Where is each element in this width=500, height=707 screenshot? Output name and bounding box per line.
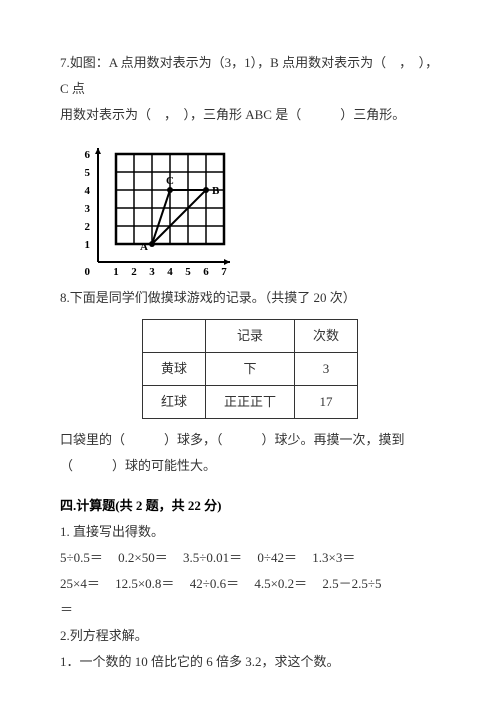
svg-text:4: 4: [167, 266, 173, 278]
q7-line1: 7.如图：A 点用数对表示为（3，1），B 点用数对表示为（ ， ），C 点: [60, 50, 440, 102]
calc-row-1: 5÷0.5＝ 0.2×50＝ 3.5÷0.01＝ 0÷42＝ 1.3×3＝: [60, 545, 440, 571]
svg-text:0: 0: [85, 266, 91, 278]
section-heading: 四.计算题(共 2 题，共 22 分): [60, 493, 440, 519]
section-4: 四.计算题(共 2 题，共 22 分) 1. 直接写出得数。 5÷0.5＝ 0.…: [60, 493, 440, 675]
calc-label: 1. 直接写出得数。: [60, 519, 440, 545]
th-record: 记录: [205, 320, 294, 353]
equation-label: 2.列方程求解。: [60, 623, 440, 649]
svg-text:4: 4: [85, 185, 91, 197]
svg-text:2: 2: [85, 221, 91, 233]
equation-item: 1．一个数的 10 倍比它的 6 倍多 3.2，求这个数。: [60, 649, 440, 675]
svg-text:6: 6: [85, 149, 91, 161]
th-blank: [142, 320, 205, 353]
calc-row-2-tail: ＝: [60, 597, 440, 623]
svg-text:2: 2: [131, 266, 137, 278]
calc-row-2: 25×4＝ 12.5×0.8＝ 42÷0.6＝ 4.5×0.2＝ 2.5－2.5…: [60, 571, 440, 597]
svg-text:1: 1: [85, 239, 91, 251]
q8-fill2: （ ）球的可能性大。: [60, 453, 440, 479]
svg-text:7: 7: [221, 266, 227, 278]
svg-text:5: 5: [85, 167, 91, 179]
q8-prompt: 8.下面是同学们做摸球游戏的记录。（共摸了 20 次）: [60, 285, 440, 311]
table-row: 红球 正正正丅 17: [142, 386, 357, 419]
svg-text:1: 1: [113, 266, 119, 278]
svg-text:3: 3: [85, 203, 91, 215]
svg-text:C: C: [166, 175, 174, 187]
svg-text:3: 3: [149, 266, 155, 278]
th-count: 次数: [295, 320, 358, 353]
svg-text:A: A: [140, 241, 148, 253]
q8-fill1: 口袋里的（ ）球多，（ ）球少。再摸一次，摸到: [60, 427, 440, 453]
tally-table: 记录 次数 黄球 下 3 红球 正正正丅 17: [142, 319, 358, 419]
svg-text:B: B: [212, 185, 220, 197]
svg-text:6: 6: [203, 266, 209, 278]
question-7: 7.如图：A 点用数对表示为（3，1），B 点用数对表示为（ ， ），C 点 用…: [60, 50, 440, 279]
svg-text:5: 5: [185, 266, 191, 278]
question-8: 8.下面是同学们做摸球游戏的记录。（共摸了 20 次） 记录 次数 黄球 下 3…: [60, 285, 440, 479]
q7-line2: 用数对表示为（ ， ），三角形 ABC 是（ ）三角形。: [60, 102, 440, 128]
grid-chart: 12345671234560ACB: [70, 134, 240, 279]
table-row: 黄球 下 3: [142, 353, 357, 386]
